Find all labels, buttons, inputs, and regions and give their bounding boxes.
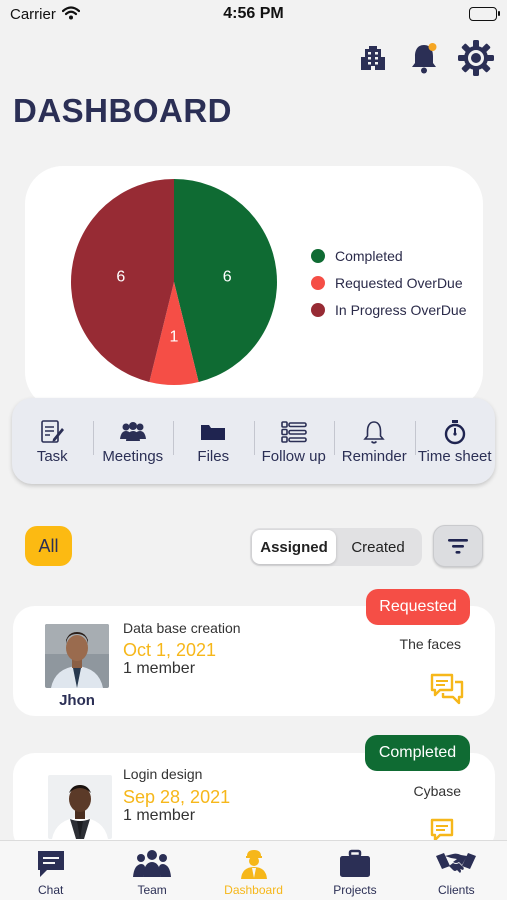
quick-actions-bar: Task Meetings Files <box>12 398 495 484</box>
quick-action-meetings[interactable]: Meetings <box>92 413 174 469</box>
tab-dashboard[interactable]: Dashboard <box>203 841 304 900</box>
chat-icon <box>35 847 67 881</box>
quick-action-reminder[interactable]: Reminder <box>334 413 415 469</box>
tab-team[interactable]: Team <box>101 841 202 900</box>
tab-label: Clients <box>437 883 475 897</box>
chart-legend: Completed Requested OverDue In Progress Ov… <box>311 242 467 323</box>
filter-icon <box>448 539 468 554</box>
pie-slice-requested-overdue <box>149 282 199 385</box>
wifi-icon <box>61 6 81 25</box>
quick-action-task[interactable]: Task <box>12 413 93 469</box>
task-title: Login design <box>123 766 203 782</box>
quick-action-label: Files <box>197 447 230 465</box>
quick-action-label: Meetings <box>102 447 164 465</box>
quick-action-label: Follow up <box>261 447 326 465</box>
all-filter-button[interactable]: All <box>25 526 72 566</box>
gear-icon[interactable] <box>456 38 496 78</box>
tab-label: Projects <box>333 883 377 897</box>
tab-projects[interactable]: Projects <box>304 841 405 900</box>
building-icon[interactable] <box>353 38 393 78</box>
task-client: Cybase <box>413 783 461 799</box>
meetings-icon <box>119 418 147 446</box>
legend-swatch <box>311 275 325 290</box>
handshake-icon <box>435 847 477 881</box>
pie-value-label: 6 <box>116 269 125 286</box>
avatar <box>45 624 109 688</box>
legend-item: Completed <box>311 242 467 269</box>
pie-slice-in-progress-overdue <box>71 179 174 383</box>
pie-value-label: 1 <box>170 329 179 346</box>
segment-created[interactable]: Created <box>351 538 405 556</box>
task-title: Data base creation <box>123 620 241 636</box>
filter-button[interactable] <box>433 525 483 567</box>
quick-action-files[interactable]: Files <box>173 413 254 469</box>
tab-chat[interactable]: Chat <box>0 841 101 900</box>
pie-value-label: 6 <box>223 269 232 286</box>
status-badge: Requested <box>366 589 470 625</box>
quick-action-label: Reminder <box>341 447 407 465</box>
quick-action-label: Task <box>36 447 68 465</box>
legend-item: In Progress OverDue <box>311 296 467 323</box>
page-title: DASHBOARD <box>13 92 232 129</box>
tab-label: Team <box>137 883 167 897</box>
legend-swatch <box>311 302 325 317</box>
tab-label: Dashboard <box>224 883 283 897</box>
task-client: The faces <box>399 636 461 652</box>
task-members: 1 member <box>123 660 196 677</box>
dashboard-icon <box>238 847 270 881</box>
comments-icon[interactable] <box>429 672 465 711</box>
quick-action-follow-up[interactable]: Follow up <box>253 413 335 469</box>
task-date: Sep 28, 2021 <box>123 787 231 807</box>
task-card[interactable]: Login design Sep 28, 2021 1 member Cybas… <box>13 753 495 853</box>
follow-up-icon <box>280 418 308 446</box>
bell-icon[interactable] <box>404 38 444 78</box>
tab-label: Chat <box>38 883 64 897</box>
quick-action-time-sheet[interactable]: Time sheet <box>414 413 496 469</box>
legend-swatch <box>311 248 325 263</box>
tab-clients[interactable]: Clients <box>406 841 507 900</box>
quick-action-label: Time sheet <box>417 447 492 465</box>
status-badge: Completed <box>365 735 470 771</box>
task-members: 1 member <box>123 807 196 824</box>
task-date: Oct 1, 2021 <box>123 640 217 660</box>
briefcase-icon <box>338 847 372 881</box>
bell-outline-icon <box>362 418 386 446</box>
avatar <box>48 775 112 839</box>
battery-icon <box>469 7 500 21</box>
task-icon <box>39 418 65 446</box>
stopwatch-icon <box>443 418 467 446</box>
legend-label: Completed <box>335 247 403 264</box>
assignee-name: Jhon <box>59 692 95 709</box>
bottom-tab-bar: Chat Team <box>0 840 507 900</box>
assigned-created-toggle: Assigned Created <box>250 528 422 566</box>
status-bar: Carrier 4:56 PM <box>0 0 507 30</box>
carrier-label: Carrier <box>10 6 56 23</box>
status-chart-card: 6 1 6 Completed Requested OverDue In Progres… <box>25 166 483 410</box>
legend-label: In Progress OverDue <box>335 301 467 318</box>
clock-label: 4:56 PM <box>223 5 284 22</box>
folder-icon <box>199 418 227 446</box>
legend-label: Requested OverDue <box>335 274 463 291</box>
pie-slice-completed <box>174 179 277 383</box>
comments-icon[interactable] <box>429 817 465 856</box>
legend-item: Requested OverDue <box>311 269 467 296</box>
segment-assigned[interactable]: Assigned <box>252 530 336 564</box>
pie-chart: 6 1 6 <box>71 179 277 385</box>
team-icon <box>132 847 172 881</box>
